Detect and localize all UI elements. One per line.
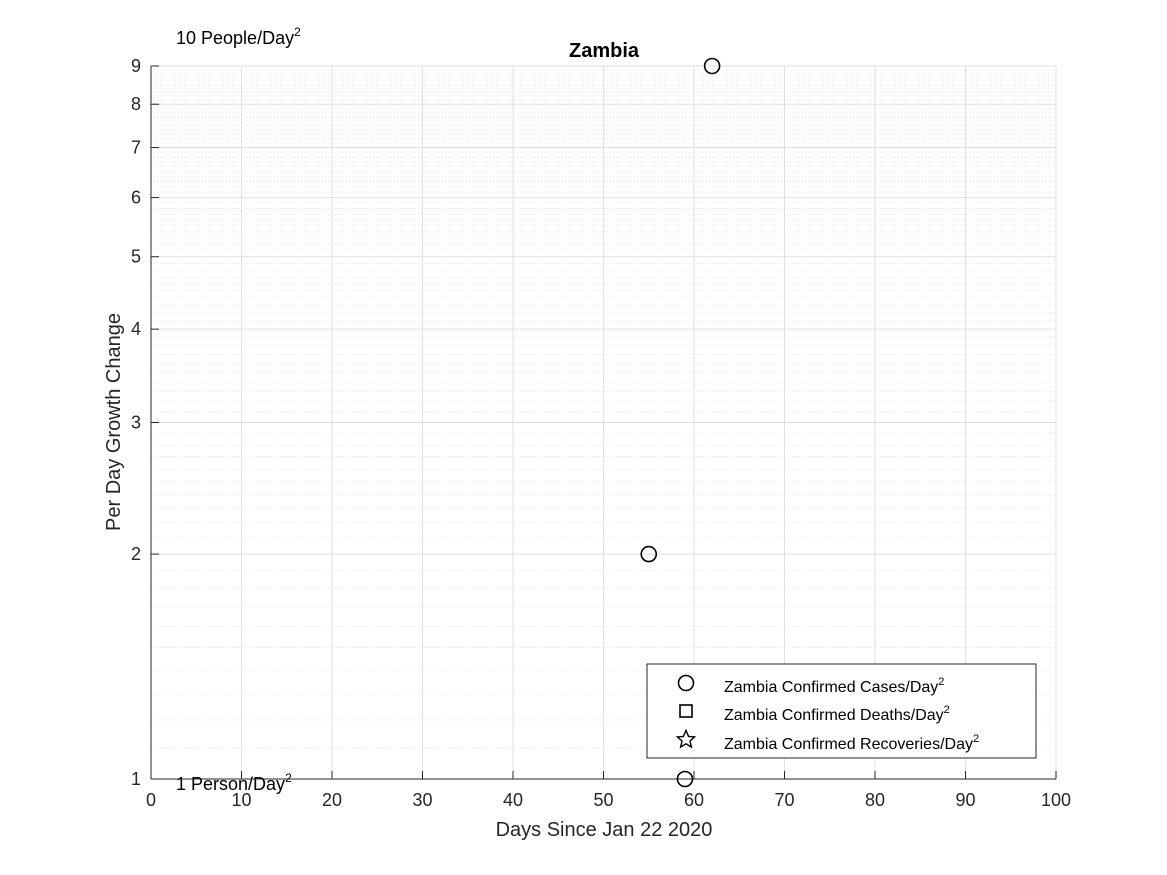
x-tick-label: 50: [593, 790, 613, 810]
legend: Zambia Confirmed Cases/Day2 Zambia Confi…: [646, 663, 1037, 759]
top-annotation-text: 10 People/Day: [176, 28, 294, 48]
y-tick-label: 9: [131, 56, 141, 76]
y-tick-label: 5: [131, 247, 141, 267]
legend-entry-deaths: Zambia Confirmed Deaths/Day2: [724, 704, 950, 724]
data-point: [676, 770, 694, 788]
x-axis-label: Days Since Jan 22 2020: [496, 819, 713, 841]
legend-recoveries-sup: 2: [973, 733, 979, 745]
legend-entry-cases: Zambia Confirmed Cases/Day2: [724, 676, 944, 696]
legend-circle-marker-icon: [677, 674, 695, 692]
y-tick-labels: 1 2 3 4 5 6 7 8 9: [131, 56, 141, 789]
major-grid: [151, 65, 1057, 779]
data-point: [640, 545, 658, 563]
y-tick-label: 4: [131, 319, 141, 339]
minor-grid: [151, 69, 1056, 749]
x-tick-label: 70: [774, 790, 794, 810]
chart-title: Zambia: [569, 40, 640, 62]
bottom-annotation: 1 Person/Day2: [176, 771, 292, 794]
top-annotation-sup: 2: [294, 25, 301, 39]
legend-deaths-sup: 2: [944, 704, 950, 716]
legend-cases-label: Zambia Confirmed Cases/Day: [724, 679, 938, 696]
data-point: [703, 57, 721, 75]
x-tick-label: 60: [684, 790, 704, 810]
y-tick-label: 2: [131, 544, 141, 564]
x-tick-label: 80: [865, 790, 885, 810]
bottom-annotation-text: 1 Person/Day: [176, 774, 285, 794]
x-tick-label: 10: [231, 790, 251, 810]
y-tick-label: 3: [131, 413, 141, 433]
y-tick-label: 8: [131, 94, 141, 114]
legend-star-marker-icon: [675, 728, 697, 749]
x-tick-label: 100: [1041, 790, 1071, 810]
tick-marks: [150, 65, 1057, 780]
x-tick-label: 0: [146, 790, 156, 810]
y-tick-label: 7: [131, 138, 141, 158]
legend-recoveries-label: Zambia Confirmed Recoveries/Day: [724, 736, 973, 753]
legend-entry-recoveries: Zambia Confirmed Recoveries/Day2: [724, 733, 979, 753]
x-tick-label: 30: [412, 790, 432, 810]
bottom-annotation-sup: 2: [285, 771, 292, 785]
x-tick-label: 40: [503, 790, 523, 810]
data-points: [640, 57, 721, 788]
x-tick-label: 90: [955, 790, 975, 810]
top-annotation: 10 People/Day2: [176, 25, 301, 48]
y-tick-label: 1: [131, 769, 141, 789]
x-tick-labels: 0 10 20 30 40 50 60 70 80 90 100: [146, 790, 1071, 810]
y-axis-label: Per Day Growth Change: [103, 313, 125, 531]
legend-cases-sup: 2: [938, 676, 944, 688]
x-tick-label: 20: [322, 790, 342, 810]
legend-deaths-label: Zambia Confirmed Deaths/Day: [724, 707, 944, 724]
y-tick-label: 6: [131, 188, 141, 208]
legend-box: [646, 663, 1037, 759]
legend-square-marker-icon: [679, 704, 693, 718]
